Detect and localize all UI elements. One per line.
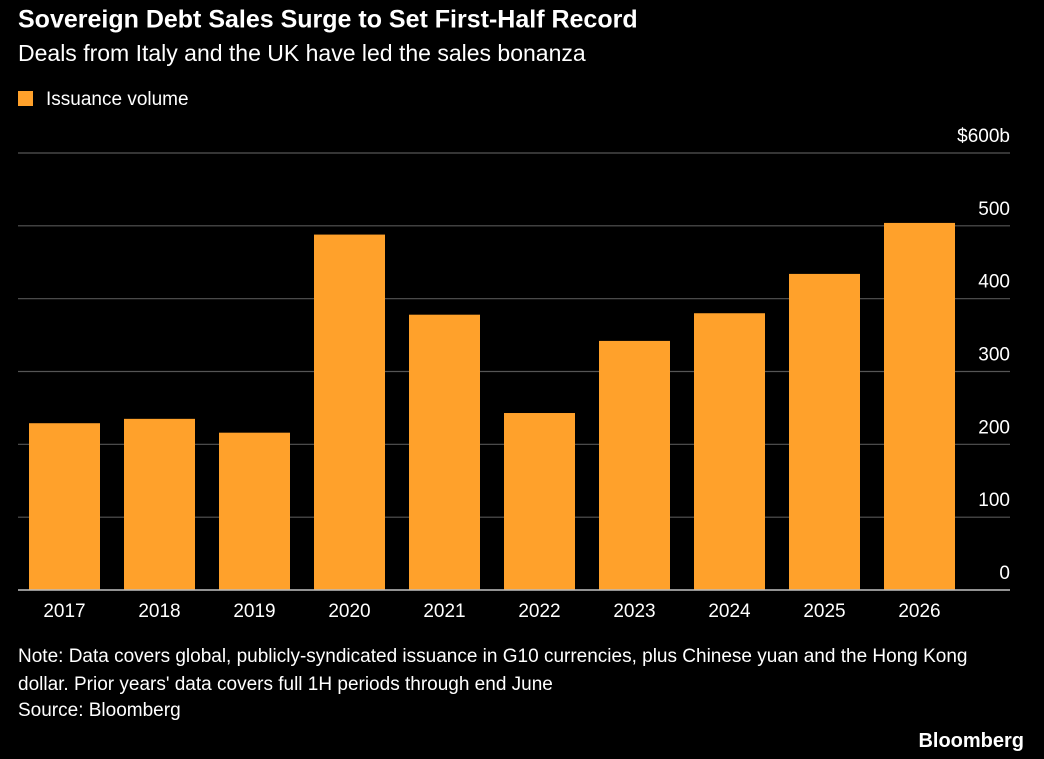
x-tick-label: 2020	[328, 601, 370, 622]
x-tick-label: 2019	[233, 601, 275, 622]
bar	[504, 413, 575, 590]
x-tick-label: 2024	[708, 601, 751, 622]
bar	[789, 273, 860, 590]
chart: Sovereign Debt Sales Surge to Set First-…	[18, 6, 1010, 622]
x-tick-label: 2018	[138, 601, 180, 622]
credit: Bloomberg	[918, 730, 1024, 752]
y-tick-label: 100	[978, 490, 1010, 511]
legend-swatch	[18, 91, 33, 106]
note: Note: Data covers global, publicly-syndi…	[18, 646, 968, 695]
bar	[409, 314, 480, 590]
bar	[124, 418, 195, 590]
x-tick-label: 2022	[518, 601, 560, 622]
bar	[314, 234, 385, 590]
legend-label: Issuance volume	[46, 89, 189, 110]
y-tick-label: 200	[978, 417, 1010, 438]
x-tick-label: 2026	[898, 601, 940, 622]
chart-subtitle: Deals from Italy and the UK have led the…	[18, 40, 586, 66]
bar	[694, 313, 765, 590]
chart-title: Sovereign Debt Sales Surge to Set First-…	[18, 6, 638, 34]
x-tick-label: 2025	[803, 601, 845, 622]
bar	[219, 432, 290, 590]
bar	[599, 340, 670, 590]
y-tick-label: 500	[978, 199, 1010, 220]
source: Source: Bloomberg	[18, 700, 181, 721]
x-tick-label: 2023	[613, 601, 655, 622]
bar	[29, 423, 100, 590]
y-tick-label: 400	[978, 272, 1010, 293]
y-tick-label: 0	[999, 563, 1010, 584]
x-tick-label: 2017	[43, 601, 85, 622]
y-tick-label: 300	[978, 345, 1010, 366]
y-tick-label: $600b	[957, 126, 1010, 147]
x-tick-label: 2021	[423, 601, 465, 622]
bar	[884, 222, 955, 591]
